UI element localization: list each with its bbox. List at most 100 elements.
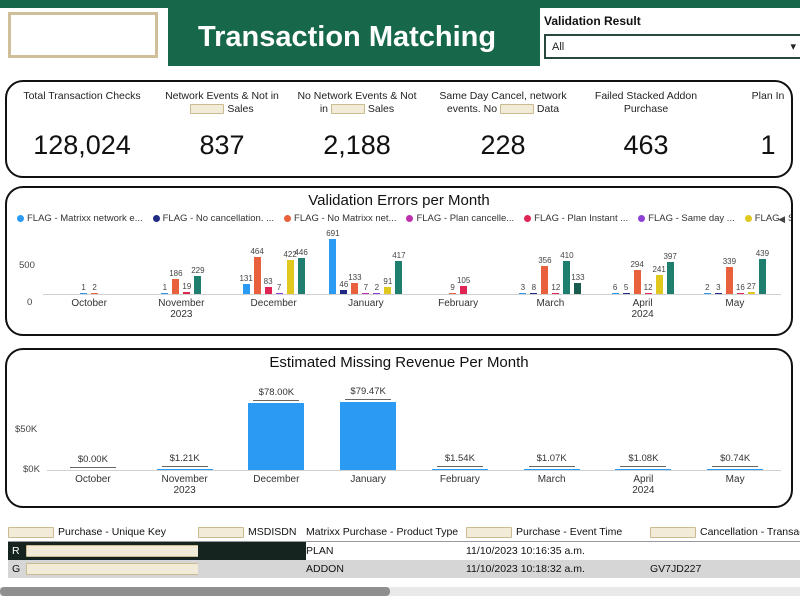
kpi-card[interactable]: No Network Events & Not in Sales 2,188 — [287, 90, 427, 161]
column-header[interactable]: Matrixx Purchase - Product Type — [306, 526, 466, 538]
bar[interactable] — [275, 293, 283, 294]
validation-result-filter: Validation Result All ▾ — [544, 14, 800, 59]
legend-item[interactable]: FLAG - Plan cancelle... — [406, 213, 514, 224]
bar[interactable] — [161, 293, 169, 294]
legend-label: FLAG - Plan Instant ... — [534, 212, 629, 224]
table-row[interactable]: R PLAN 11/10/2023 10:16:35 a.m. — [8, 542, 800, 560]
bar[interactable] — [253, 257, 261, 294]
bar[interactable] — [622, 293, 630, 294]
kpi-label-text: Total Transaction Checks — [23, 90, 141, 102]
bar[interactable] — [611, 293, 619, 294]
horizontal-scrollbar[interactable] — [0, 587, 800, 596]
bar[interactable] — [530, 293, 538, 294]
legend-item[interactable]: FLAG - Plan Instant ... — [524, 213, 628, 224]
bar[interactable] — [747, 292, 755, 294]
bar[interactable] — [615, 469, 672, 470]
bar[interactable] — [242, 284, 250, 294]
legend-item[interactable]: FLAG - No Matrixx net... — [284, 213, 396, 224]
bar-area: $1.54K — [414, 375, 506, 471]
bar[interactable] — [707, 469, 764, 470]
bar[interactable] — [563, 261, 571, 294]
bar[interactable] — [264, 287, 272, 294]
bar[interactable] — [286, 260, 294, 294]
bar[interactable] — [91, 293, 99, 294]
validation-result-dropdown[interactable]: All ▾ — [544, 34, 800, 59]
bar[interactable] — [552, 293, 560, 294]
bar[interactable] — [655, 275, 663, 294]
legend-item[interactable]: FLAG - Matrixx network e... — [17, 213, 143, 224]
scrollbar-thumb[interactable] — [0, 587, 390, 596]
bar-value-label: 7 — [276, 283, 282, 292]
year-label: 2024 — [631, 309, 654, 320]
bar[interactable] — [714, 293, 722, 294]
bar[interactable] — [362, 293, 370, 294]
bar[interactable] — [431, 469, 488, 470]
bar-value-label: 8 — [531, 283, 537, 292]
legend-item[interactable]: FLAG - Same day ... — [638, 213, 735, 224]
kpi-card[interactable]: Total Transaction Checks 128,024 — [7, 90, 157, 161]
cell-unique-key: R — [8, 542, 274, 560]
legend-item[interactable]: FLAG - Same day ... — [744, 213, 791, 224]
dropdown-value: All — [552, 40, 565, 53]
bar[interactable] — [395, 261, 403, 294]
bar-value-label: 2 — [705, 283, 710, 292]
bar-value-label: 3 — [716, 283, 721, 292]
bar-wrap: 19 — [182, 282, 191, 294]
bar[interactable] — [351, 283, 359, 294]
bar[interactable] — [519, 293, 527, 294]
bar[interactable] — [541, 266, 549, 294]
month-group: 3 8 356 12 410 133 March — [504, 231, 597, 319]
column-header[interactable]: MSDISDN — [198, 526, 306, 538]
column-header[interactable]: Purchase - Unique Key — [8, 526, 198, 538]
month-column: $0.74K May — [689, 375, 781, 497]
kpi-card[interactable]: Network Events & Not in Sales 837 — [157, 90, 287, 161]
bar[interactable] — [80, 293, 88, 294]
bar[interactable] — [633, 270, 641, 294]
bar-area: $1.08K — [597, 375, 690, 471]
bar-wrap: 46 — [339, 280, 348, 294]
bar-wrap: 229 — [191, 266, 205, 294]
kpi-label-text: Plan In — [751, 90, 785, 102]
bar[interactable] — [172, 279, 180, 294]
bar[interactable] — [340, 402, 397, 470]
bar-value-label: 1 — [162, 283, 168, 292]
bar[interactable] — [340, 290, 348, 294]
bar-value-label: 6 — [612, 283, 618, 292]
bar[interactable] — [373, 293, 381, 294]
bar[interactable] — [666, 262, 674, 294]
bar-value-label: 12 — [643, 283, 653, 292]
bar[interactable] — [297, 258, 305, 294]
bar[interactable] — [183, 292, 191, 294]
bar[interactable] — [194, 276, 202, 294]
legend-label: FLAG - No Matrixx net... — [294, 212, 397, 224]
bar[interactable] — [460, 286, 468, 294]
y-axis-tick-50k: $50K — [15, 424, 38, 435]
bar[interactable] — [725, 267, 733, 294]
bar-value-label: 133 — [571, 273, 585, 282]
kpi-card[interactable]: Plan In 1 — [713, 90, 791, 161]
kpi-card[interactable]: Same Day Cancel, network events. No Data… — [427, 90, 579, 161]
x-axis-label: December — [231, 471, 323, 497]
bar[interactable] — [384, 287, 392, 294]
bar[interactable] — [574, 283, 582, 294]
bar[interactable] — [644, 293, 652, 294]
bar-value-label: 19 — [182, 282, 192, 291]
bar[interactable] — [248, 403, 305, 470]
legend-scroll-icon[interactable]: ◀ — [778, 214, 785, 224]
table-row[interactable]: G ADDON 11/10/2023 10:18:32 a.m. GV7JD227 — [8, 560, 800, 578]
bar[interactable] — [703, 293, 711, 294]
bar[interactable] — [329, 239, 337, 294]
bar-wrap: 2 — [90, 283, 99, 294]
bar[interactable] — [736, 293, 744, 294]
bar-value-label: 1 — [81, 283, 86, 292]
kpi-card[interactable]: Failed Stacked Addon Purchase 463 — [579, 90, 713, 161]
legend-item[interactable]: FLAG - No cancellation. ... — [152, 213, 274, 224]
bar[interactable] — [449, 293, 457, 294]
bar-wrap: 2 — [372, 283, 381, 294]
bar[interactable] — [523, 469, 580, 470]
column-header[interactable]: Purchase - Event Time — [466, 526, 650, 538]
month-name: October — [71, 298, 107, 309]
bar[interactable] — [156, 469, 213, 470]
bar[interactable] — [758, 259, 766, 294]
column-header[interactable]: Cancellation - Transactio — [650, 526, 800, 538]
